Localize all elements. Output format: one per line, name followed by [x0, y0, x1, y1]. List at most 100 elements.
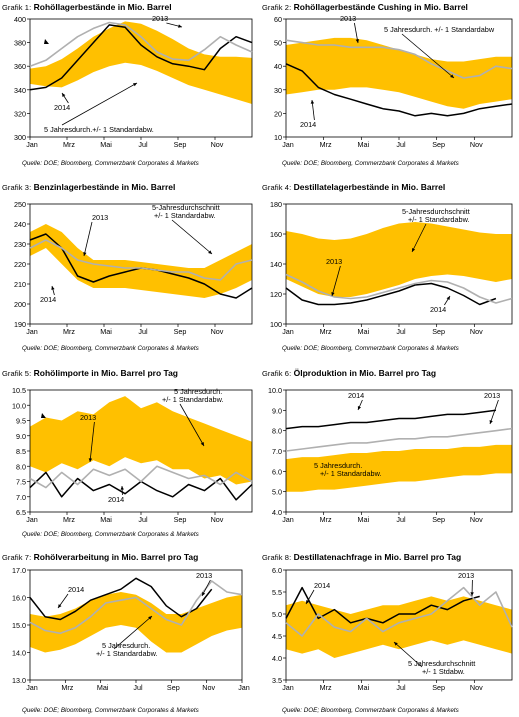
grafik-number: 3: — [24, 183, 32, 192]
annotation-label: 5 Jahresdurch. +/- 1 Standardabw — [384, 25, 495, 34]
annotation-arrowhead — [394, 642, 398, 646]
grafik-number: 4: — [284, 183, 292, 192]
x-tick-label: Jan — [238, 683, 250, 692]
grafik-label: Grafik — [2, 369, 23, 378]
x-tick-label: Jul — [396, 515, 406, 524]
annotation-label: 5 Jahresdurch. — [314, 461, 362, 470]
series-2014-line — [29, 24, 253, 91]
x-tick-label: Jul — [133, 683, 143, 692]
x-tick-label: Jul — [396, 683, 406, 692]
annotation-arrowhead — [51, 286, 55, 290]
y-tick-label: 230 — [14, 240, 26, 249]
decor-arrowhead — [41, 413, 46, 418]
annotation-arrow-line — [83, 221, 93, 257]
annotation-label: 5 Jahresdurch. — [102, 641, 150, 650]
series-2013-line — [285, 586, 513, 637]
grafik-number: 5: — [24, 369, 32, 378]
y-tick-label: 4.0 — [272, 654, 282, 663]
source-note: Quelle: DOE; Bloomberg, Commerzbank Corp… — [282, 160, 459, 167]
annotation-arrowhead — [331, 292, 335, 296]
annotation-label: 2014 — [68, 585, 84, 594]
annotation-arrowhead — [450, 74, 454, 78]
x-tick-label: Mrz — [63, 327, 75, 336]
x-tick-label: Sep — [174, 327, 187, 336]
annotation-label: 2013 — [80, 413, 96, 422]
y-tick-label: 15.0 — [12, 621, 26, 630]
grafik-label: Grafik — [2, 553, 23, 562]
y-tick-label: 20 — [274, 109, 282, 118]
x-tick-label: Mrz — [320, 683, 332, 692]
chart-title: Grafik 4: Destillatelagerbestände in Mio… — [262, 182, 445, 192]
chart-panel-1: Grafik 1: Rohöllagerbestände in Mio. Bar… — [2, 2, 257, 172]
x-tick-label: Sep — [167, 683, 180, 692]
x-tick-label: Jan — [26, 515, 38, 524]
band-area — [30, 21, 252, 104]
annotation-label: +/- 1 Standardabw. — [408, 215, 469, 224]
x-tick-label: Nov — [470, 327, 483, 336]
y-tick-label: 380 — [14, 39, 26, 48]
x-tick-label: Jan — [26, 327, 38, 336]
x-tick-label: Jan — [282, 515, 294, 524]
x-tick-label: Mai — [358, 327, 370, 336]
x-tick-label: Mrz — [320, 327, 332, 336]
series-2014-line — [285, 409, 496, 430]
chart-title-text: Destillatenachfrage in Mio. Barrel pro T… — [293, 552, 462, 562]
series-2014-line — [29, 577, 213, 621]
y-tick-label: 6.5 — [16, 508, 26, 517]
annotation-arrowhead — [306, 600, 310, 604]
x-tick-label: Nov — [470, 515, 483, 524]
chart-panel-2: Grafik 2: Rohöllagerbestände Cushing in … — [262, 2, 517, 172]
x-tick-label: Mai — [358, 140, 370, 149]
annotation-arrowhead — [202, 592, 206, 596]
y-tick-label: 200 — [14, 300, 26, 309]
x-tick-label: Nov — [211, 515, 224, 524]
chart-panel-3: Grafik 3: Benzinlagerbestände in Mio. Ba… — [2, 182, 257, 357]
chart-title: Grafik 7: Rohölverarbeitung in Mio. Barr… — [2, 552, 198, 562]
annotation-arrowhead — [200, 442, 204, 446]
y-tick-label: 17.0 — [12, 566, 26, 575]
annotation-arrowhead — [489, 420, 493, 424]
y-tick-label: 7.5 — [16, 478, 26, 487]
y-tick-label: 13.0 — [12, 676, 26, 685]
annotation-arrow-line — [61, 82, 138, 126]
series-2014-line — [285, 63, 513, 117]
chart-title: Grafik 5: Rohölimporte in Mio. Barrel pr… — [2, 368, 178, 378]
annotation-label: 5-Jahresdurchschnitt — [152, 203, 220, 212]
chart-title: Grafik 3: Benzinlagerbestände in Mio. Ba… — [2, 182, 175, 192]
chart-svg: 13.0 14.0 15.0 16.0 17.0 Jan Mrz Mai Jul Sep Nov Ja… — [12, 566, 250, 692]
annotation-arrow-line — [113, 615, 153, 650]
chart-title-text: Destillatelagerbestände in Mio. Barrel — [293, 182, 446, 192]
x-tick-label: Jul — [138, 140, 148, 149]
annotation-arrowhead — [446, 296, 450, 300]
annotation-label: 2013 — [152, 15, 168, 23]
annotation-label: 2014 — [108, 495, 124, 504]
annotation-arrowhead — [355, 39, 359, 43]
x-tick-label: Mai — [100, 515, 112, 524]
annotation-arrowhead — [310, 100, 315, 104]
chart-title: Grafik 1: Rohöllagerbestände in Mio. Bar… — [2, 2, 172, 12]
chart-title: Grafik 8: Destillatenachfrage in Mio. Ba… — [262, 552, 461, 562]
y-tick-label: 8.0 — [272, 427, 282, 436]
series-2013-line — [29, 239, 253, 281]
y-tick-label: 10.0 — [268, 386, 282, 395]
y-tick-label: 8.0 — [16, 462, 26, 471]
x-tick-label: Mrz — [61, 683, 73, 692]
chart-svg: 190 200 210 220 230 240 250 Jan Mrz Mai Jul Sep Nov 2… — [14, 200, 253, 336]
annotation-arrowhead — [178, 24, 182, 28]
y-tick-label: 360 — [14, 62, 26, 71]
y-tick-label: 10.0 — [12, 401, 26, 410]
annotation-arrowhead — [208, 250, 212, 254]
annotation-label: 2013 — [196, 571, 212, 580]
x-tick-label: Jan — [26, 683, 38, 692]
chart-panel-6: Grafik 6: Ölproduktion in Mio. Barrel pr… — [262, 368, 517, 543]
series-2013-line — [285, 273, 513, 304]
band-area — [30, 224, 252, 298]
x-tick-label: Jul — [396, 140, 406, 149]
x-tick-label: Jul — [396, 327, 406, 336]
y-tick-label: 180 — [270, 200, 282, 209]
y-tick-label: 5.0 — [272, 610, 282, 619]
annotation-label: 2013 — [340, 15, 356, 23]
x-tick-label: Jul — [138, 515, 148, 524]
x-tick-label: Sep — [432, 140, 445, 149]
annotation-arrow-line — [393, 641, 423, 668]
